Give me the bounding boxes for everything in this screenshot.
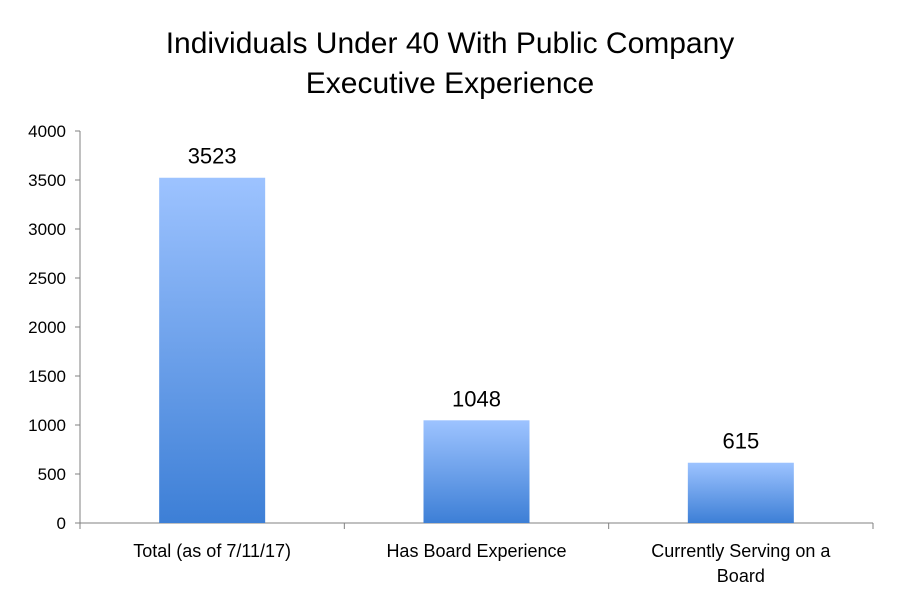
y-tick-label: 2000 — [28, 318, 66, 337]
labels: 0 500 1000 1500 2000 2500 3000 3500 4000 3523 Tota… — [28, 122, 831, 586]
data-label: 3523 — [188, 144, 237, 169]
chart-title: Individuals Under 40 With Public Company… — [0, 24, 900, 104]
x-tick-label: Has Board Experience — [386, 541, 566, 561]
chart-title-line-1: Individuals Under 40 With Public Company — [165, 27, 735, 60]
y-tick-label: 1500 — [28, 367, 66, 386]
x-tick-label: Board — [717, 566, 765, 586]
x-tick-label: Currently Serving on a — [651, 541, 831, 561]
y-tick-label: 0 — [57, 514, 66, 533]
y-tick-label: 2500 — [28, 269, 66, 288]
bar — [687, 462, 794, 523]
y-tick-label: 3500 — [28, 171, 66, 190]
y-tick-label: 3000 — [28, 220, 66, 239]
data-label: 615 — [722, 429, 759, 454]
y-tick-label: 1000 — [28, 416, 66, 435]
data-label: 1048 — [452, 386, 501, 411]
bar — [423, 420, 530, 523]
bars — [159, 177, 794, 523]
bar — [159, 177, 266, 523]
chart-title-line-2: Executive Experience — [305, 67, 595, 100]
y-tick-label: 4000 — [28, 122, 66, 141]
x-tick-label: Total (as of 7/11/17) — [133, 541, 291, 561]
y-tick-label: 500 — [38, 465, 66, 484]
